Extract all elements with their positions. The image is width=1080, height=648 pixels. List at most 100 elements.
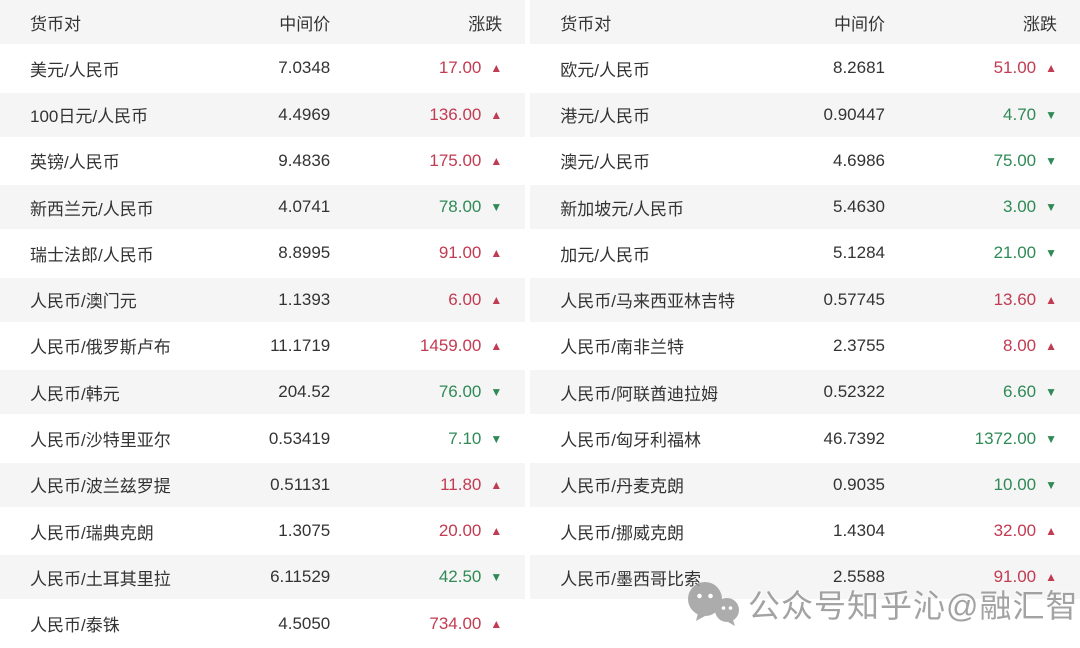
change-value: 13.60 xyxy=(993,289,1037,309)
mid-price: 2.3755 xyxy=(833,335,885,355)
currency-pair: 港元/人民币 xyxy=(560,107,650,127)
change-value: 4.70 xyxy=(1003,104,1037,124)
currency-pair: 人民币/波兰兹罗提 xyxy=(30,477,171,497)
trend-up-icon: ▲ xyxy=(1045,338,1057,353)
table-row[interactable]: 人民币/波兰兹罗提 0.51131 11.80 ▲ xyxy=(0,462,526,509)
change-value: 734.00 xyxy=(429,613,482,633)
mid-price: 204.52 xyxy=(278,382,331,402)
currency-pair: 加元/人民币 xyxy=(560,245,650,265)
trend-down-icon: ▼ xyxy=(1045,385,1057,400)
table-row[interactable]: 新西兰元/人民币 4.0741 78.00 ▼ xyxy=(0,185,526,232)
change-value: 11.80 xyxy=(440,474,482,494)
mid-price: 1.1393 xyxy=(278,289,331,309)
table-row[interactable]: 人民币/澳门元 1.1393 6.00 ▲ xyxy=(0,277,526,324)
change-cell: 7.10 ▼ xyxy=(330,429,502,449)
mid-price: 0.90447 xyxy=(823,104,885,124)
trend-down-icon: ▼ xyxy=(1045,431,1057,446)
table-row[interactable]: 人民币/韩元 204.52 76.00 ▼ xyxy=(0,370,526,417)
change-value: 6.00 xyxy=(448,289,482,309)
trend-up-icon: ▲ xyxy=(490,292,503,307)
change-cell: 91.00 ▲ xyxy=(885,567,1057,587)
currency-pair: 100日元/人民币 xyxy=(30,107,149,127)
mid-price: 0.51131 xyxy=(270,474,331,494)
table-row[interactable]: 港元/人民币 0.90447 4.70 ▼ xyxy=(530,92,1080,139)
change-cell: 32.00 ▲ xyxy=(885,521,1057,541)
change-value: 3.00 xyxy=(1003,197,1037,217)
table-row[interactable]: 人民币/泰铢 4.5050 734.00 ▲ xyxy=(0,601,526,648)
table-row[interactable]: 人民币/南非兰特 2.3755 8.00 ▲ xyxy=(530,323,1080,371)
table-row[interactable]: 人民币/瑞典克朗 1.3075 20.00 ▲ xyxy=(0,508,526,556)
table-row[interactable]: 人民币/土耳其里拉 6.11529 42.50 ▼ xyxy=(0,555,526,602)
trend-down-icon: ▼ xyxy=(1045,153,1057,168)
mid-price: 0.53419 xyxy=(268,428,331,448)
currency-pair: 人民币/韩元 xyxy=(30,384,120,404)
trend-up-icon: ▲ xyxy=(490,153,503,168)
mid-price: 0.52322 xyxy=(823,382,885,402)
currency-pair: 新加坡元/人民币 xyxy=(560,199,684,219)
currency-pair: 人民币/瑞典克朗 xyxy=(30,523,154,543)
trend-up-icon: ▲ xyxy=(490,61,503,76)
change-value: 8.00 xyxy=(1003,335,1037,355)
table-row[interactable]: 澳元/人民币 4.6986 75.00 ▼ xyxy=(530,138,1080,186)
currency-pair: 新西兰元/人民币 xyxy=(30,199,154,219)
table-row[interactable]: 人民币/匈牙利福林 46.7392 1372.00 ▼ xyxy=(530,416,1080,463)
mid-price: 0.9035 xyxy=(833,474,885,494)
table-body-right: 欧元/人民币 8.2681 51.00 ▲ 港元/人民币 0.90447 4.7… xyxy=(530,46,1080,602)
table-row[interactable]: 欧元/人民币 8.2681 51.00 ▲ xyxy=(530,46,1080,93)
forex-table-left: 货币对 中间价 涨跌 美元/人民币 7.0348 17.00 ▲ 100日元/人… xyxy=(0,0,526,648)
forex-table-right: 货币对 中间价 涨跌 欧元/人民币 8.2681 51.00 ▲ 港元/人民币 … xyxy=(530,0,1080,648)
mid-price: 5.4630 xyxy=(833,197,885,217)
currency-pair: 瑞士法郎/人民币 xyxy=(30,245,154,265)
mid-price: 1.4304 xyxy=(833,521,885,541)
trend-down-icon: ▼ xyxy=(490,385,503,400)
change-cell: 13.60 ▲ xyxy=(885,290,1057,310)
table-header-row: 货币对 中间价 涨跌 xyxy=(0,0,526,47)
table-header-row: 货币对 中间价 涨跌 xyxy=(530,0,1080,47)
currency-pair: 英镑/人民币 xyxy=(30,153,120,173)
change-value: 91.00 xyxy=(438,243,482,263)
mid-price: 2.5588 xyxy=(833,567,885,587)
table-row[interactable]: 美元/人民币 7.0348 17.00 ▲ xyxy=(0,46,526,93)
column-header-mid: 中间价 xyxy=(279,14,331,34)
trend-up-icon: ▲ xyxy=(490,107,503,122)
change-value: 32.00 xyxy=(993,521,1037,541)
change-value: 75.00 xyxy=(993,150,1037,170)
change-value: 17.00 xyxy=(438,58,482,78)
currency-pair: 人民币/土耳其里拉 xyxy=(30,569,171,589)
table-row[interactable]: 英镑/人民币 9.4836 175.00 ▲ xyxy=(0,138,526,186)
trend-up-icon: ▲ xyxy=(490,477,503,492)
column-header-change: 涨跌 xyxy=(468,14,503,34)
mid-price: 4.6986 xyxy=(833,150,885,170)
table-row[interactable]: 人民币/马来西亚林吉特 0.57745 13.60 ▲ xyxy=(530,277,1080,324)
change-value: 91.00 xyxy=(993,567,1037,587)
mid-price: 5.1284 xyxy=(833,243,885,263)
table-row[interactable]: 人民币/阿联酋迪拉姆 0.52322 6.60 ▼ xyxy=(530,370,1080,417)
currency-pair: 澳元/人民币 xyxy=(560,153,650,173)
trend-down-icon: ▼ xyxy=(490,570,503,585)
mid-price: 9.4836 xyxy=(278,150,331,170)
table-row[interactable]: 新加坡元/人民币 5.4630 3.00 ▼ xyxy=(530,185,1080,232)
currency-pair: 人民币/阿联酋迪拉姆 xyxy=(560,384,718,404)
trend-down-icon: ▼ xyxy=(490,431,503,446)
change-cell: 1459.00 ▲ xyxy=(330,336,502,356)
trend-up-icon: ▲ xyxy=(1045,61,1057,76)
table-row[interactable]: 人民币/墨西哥比索 2.5588 91.00 ▲ xyxy=(530,555,1080,602)
mid-price: 0.57745 xyxy=(823,289,885,309)
currency-pair: 人民币/沙特里亚尔 xyxy=(30,431,171,451)
table-row[interactable]: 加元/人民币 5.1284 21.00 ▼ xyxy=(530,231,1080,278)
table-row[interactable]: 100日元/人民币 4.4969 136.00 ▲ xyxy=(0,92,526,139)
change-value: 7.10 xyxy=(448,428,482,448)
mid-price: 6.11529 xyxy=(270,567,331,587)
currency-pair: 人民币/挪威克朗 xyxy=(560,523,684,543)
table-row[interactable]: 人民币/挪威克朗 1.4304 32.00 ▲ xyxy=(530,508,1080,556)
table-row[interactable]: 人民币/俄罗斯卢布 11.1719 1459.00 ▲ xyxy=(0,323,526,371)
table-row[interactable]: 人民币/丹麦克朗 0.9035 10.00 ▼ xyxy=(530,462,1080,509)
mid-price: 4.4969 xyxy=(278,104,331,124)
change-cell: 6.00 ▲ xyxy=(330,290,502,310)
currency-pair: 人民币/南非兰特 xyxy=(560,338,684,358)
table-row[interactable]: 瑞士法郎/人民币 8.8995 91.00 ▲ xyxy=(0,231,526,278)
change-cell: 51.00 ▲ xyxy=(885,58,1057,78)
table-row[interactable]: 人民币/沙特里亚尔 0.53419 7.10 ▼ xyxy=(0,416,526,463)
change-cell: 21.00 ▼ xyxy=(885,243,1057,263)
change-cell: 136.00 ▲ xyxy=(330,105,502,125)
